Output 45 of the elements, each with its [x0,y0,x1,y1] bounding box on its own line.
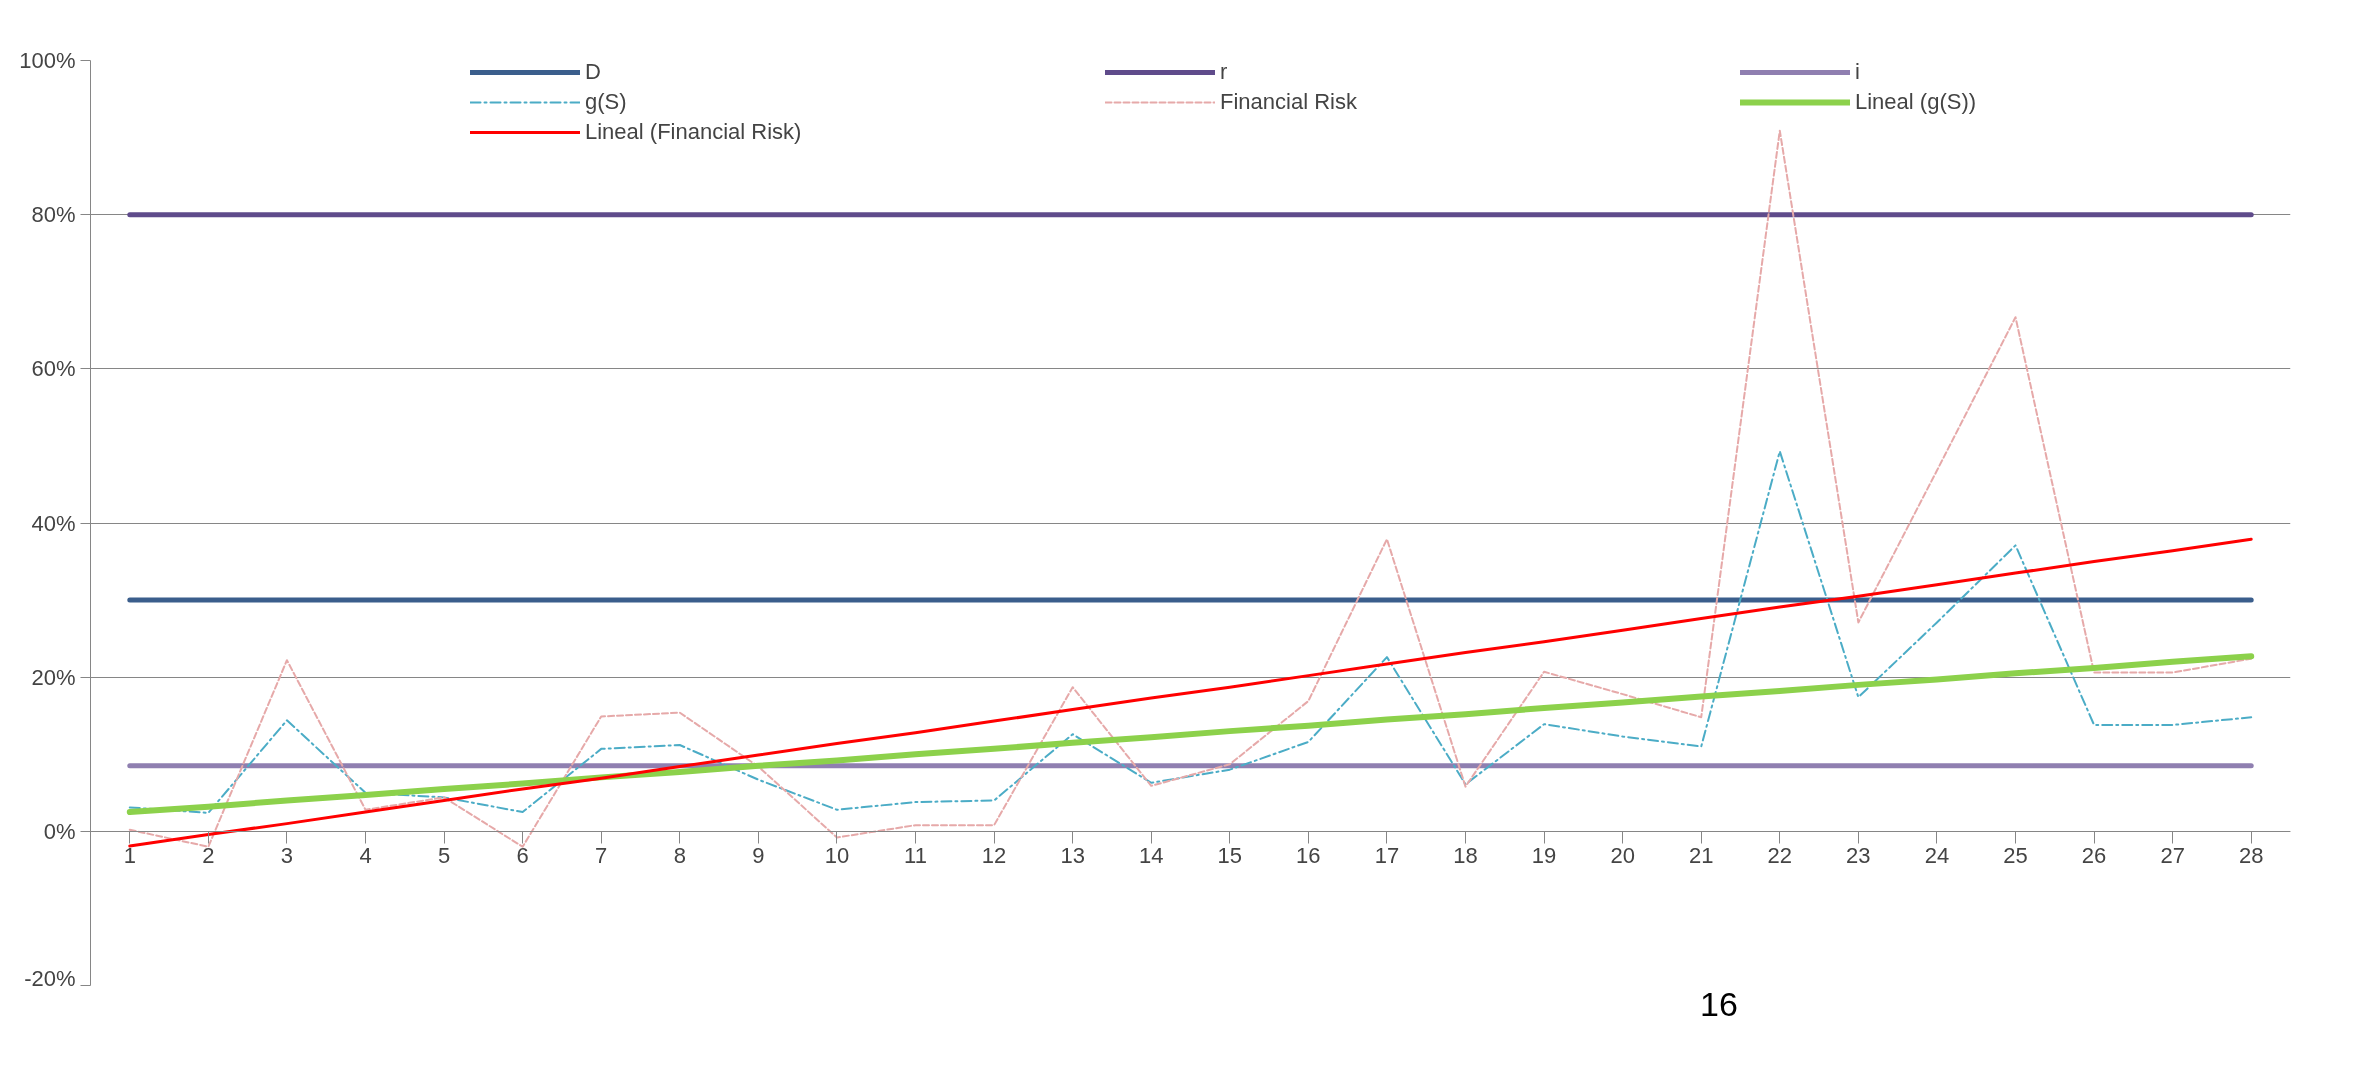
x-tick-label: 12 [981,843,1007,869]
x-tick-label: 5 [437,843,451,869]
x-tick-label: 8 [673,843,686,869]
legend-label: D [585,59,602,85]
x-tick-label: 2 [202,843,215,869]
legend-label: i [1855,59,1861,85]
x-tick-label: 26 [2081,843,2107,869]
y-tick-label: -20% [24,965,76,991]
x-tick-label: 20 [1610,843,1635,869]
x-tick-label: 13 [1060,843,1085,869]
x-tick-label: 15 [1217,843,1243,869]
x-tick-label: 19 [1531,843,1557,869]
x-tick-label: 27 [2160,843,2185,869]
legend-label: r [1220,59,1229,85]
x-tick-label: 24 [1924,843,1950,869]
legend-label: Lineal (Financial Risk) [585,119,803,145]
y-tick-label: 60% [31,356,76,382]
y-tick-label: 100% [19,48,76,73]
x-tick-label: 1 [123,843,136,869]
x-tick-label: 23 [1846,843,1871,869]
x-tick-label: 22 [1767,843,1793,869]
y-tick-label: 0% [43,818,76,844]
x-tick-label: 14 [1138,843,1164,869]
y-tick-label: 20% [31,664,76,690]
x-tick-label: 16 [1296,843,1321,869]
x-tick-label: 3 [280,843,294,869]
legend-label: g(S) [585,89,628,115]
legend-label: Financial Risk [1220,89,1358,115]
x-tick-label: 6 [516,843,529,869]
x-tick-label: 18 [1453,843,1478,869]
x-tick-label: 4 [359,843,372,869]
annotation: 16 [1700,984,1738,1025]
line-series [128,450,2253,814]
x-tick-label: 10 [824,843,850,869]
x-tick-label: 28 [2238,843,2264,869]
x-tick-label: 25 [2003,843,2028,869]
x-tick-label: 17 [1374,843,1400,869]
x-tick-label: 9 [752,843,765,869]
legend-label: Lineal (g(S)) [1855,89,1978,115]
line-series [128,537,2253,848]
x-tick-label: 11 [904,843,927,869]
x-tick-label: 7 [595,843,608,869]
x-tick-label: 21 [1688,843,1714,869]
y-tick-label: 80% [31,202,76,228]
y-tick-label: 40% [31,510,76,536]
